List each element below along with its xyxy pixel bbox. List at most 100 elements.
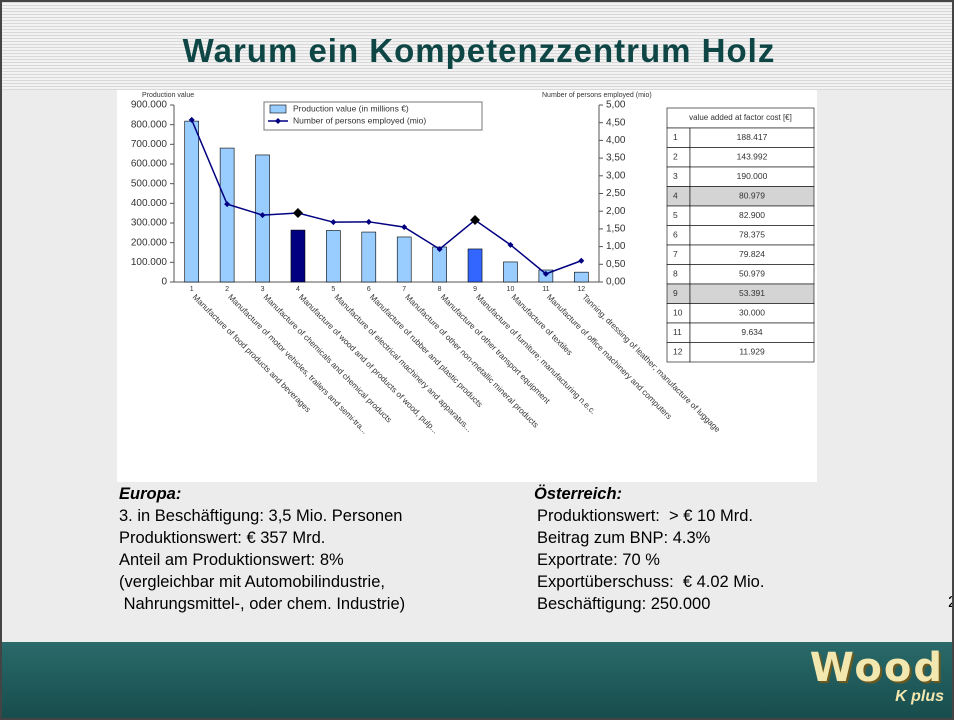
y-tick-label: 0 (161, 277, 167, 288)
text-line: Produktionswert: > € 10 Mrd. (537, 507, 753, 525)
table-cell (666, 283, 691, 304)
chart: Production value Number of persons employ… (131, 92, 815, 436)
y-axis-title: Production value (142, 92, 194, 99)
category-name: Manufacture of other non-metallic minera… (403, 293, 540, 430)
text-line: Exportüberschuss: € 4.02 Mio. (537, 573, 765, 591)
table-value: 190.000 (737, 171, 768, 181)
line-marker (259, 212, 266, 219)
y-tick-label: 900.000 (131, 100, 168, 111)
y2-tick-label: 0,50 (606, 259, 626, 270)
text-line: (vergleichbar mit Automobilindustrie, (119, 573, 385, 591)
title-bar (2, 2, 952, 90)
heading: Europa: (119, 485, 182, 503)
text-line: Exportrate: 70 % (537, 551, 660, 569)
y2-axis-title: Number of persons employed (mio) (542, 92, 652, 99)
x-tick-label: 5 (331, 286, 335, 293)
table-value: 80.979 (739, 191, 765, 201)
text-line: Beitrag zum BNP: 4.3% (537, 529, 711, 547)
table-cell (666, 244, 691, 265)
logo: Wood K plus (810, 648, 944, 706)
x-tick-label: 11 (542, 286, 549, 293)
x-tick-label: 3 (261, 286, 265, 293)
table-row-number: 11 (673, 327, 682, 337)
bar (396, 236, 412, 283)
y2-tick-label: 3,50 (606, 153, 626, 164)
table-value: 82.900 (739, 210, 765, 220)
x-tick-label: 10 (507, 286, 515, 293)
table-row-number: 8 (673, 269, 678, 279)
bar (255, 154, 270, 283)
slide-title: Warum ein Kompetenzzentrum Holz (182, 32, 776, 69)
x-tick-label: 12 (577, 286, 585, 293)
line (191, 119, 582, 275)
bar (361, 231, 377, 283)
x-tick-label: 9 (473, 286, 477, 293)
line-marker (365, 218, 372, 225)
bar (573, 271, 589, 283)
page-number: 2 (948, 594, 952, 612)
table-value: 30.000 (739, 308, 765, 318)
x-tick-label: 7 (402, 286, 406, 293)
y-tick-label: 700.000 (131, 139, 168, 150)
logo-sub: K plus (895, 688, 944, 705)
y2-tick-label: 2,50 (606, 188, 626, 199)
y-tick-label: 500.000 (131, 178, 168, 189)
y2-tick-label: 1,00 (606, 241, 626, 252)
table-row-number: 6 (673, 230, 678, 240)
line-marker (542, 270, 549, 277)
table-cell (666, 186, 691, 207)
table-row-number: 10 (673, 308, 683, 318)
table-cell (689, 342, 815, 363)
y-tick-label: 600.000 (131, 159, 168, 170)
text-line: Nahrungsmittel-, oder chem. Industrie) (119, 595, 406, 613)
y2-tick-label: 3,00 (606, 170, 626, 181)
table-value: 53.391 (739, 288, 765, 298)
bar (326, 230, 341, 283)
y-tick-label: 200.000 (131, 237, 168, 248)
text-line: Anteil am Produktionswert: 8% (119, 551, 344, 569)
bar (290, 229, 306, 283)
bar (503, 261, 518, 283)
category-name: Manufacture of textiles (510, 293, 575, 358)
table-cell (666, 147, 691, 168)
line-marker (436, 246, 443, 253)
y2-tick-label: 4,50 (606, 117, 626, 128)
text-line: 3. in Beschäftigung: 3,5 Mio. Personen (119, 507, 403, 525)
table-header: value added at factor cost [€] (689, 113, 792, 122)
footer-band (2, 642, 952, 718)
legend-label: Production value (in millions €) (293, 103, 409, 113)
oesterreich-block: Österreich: Produktionswert: > € 10 Mrd.… (534, 483, 764, 615)
y2-tick-label: 0,00 (606, 277, 626, 288)
y2-tick-label: 1,50 (606, 224, 626, 235)
y-tick-label: 100.000 (131, 257, 168, 268)
table-cell (666, 127, 691, 148)
text-line: Beschäftigung: 250.000 (537, 595, 711, 613)
table-cell (666, 166, 691, 187)
legend-box (263, 101, 483, 131)
table-value: 11.929 (739, 347, 765, 357)
heading: Österreich: (534, 485, 623, 503)
line-marker (578, 257, 585, 264)
europa-block: Europa: 3. in Beschäftigung: 3,5 Mio. Pe… (119, 483, 405, 615)
category-name: Manufacture of furniture; manufacturing … (474, 293, 598, 417)
y2-tick-label: 2,00 (606, 206, 626, 217)
table-cell (666, 264, 691, 285)
category-name: Manufacture of chemicals and chemical pr… (262, 293, 394, 425)
table-row-number: 9 (673, 288, 678, 298)
line-marker (507, 241, 514, 248)
table-value: 79.824 (739, 249, 765, 259)
table-value: 188.417 (737, 132, 768, 142)
category-name: Manufacture of office machinery and comp… (545, 293, 674, 422)
bar (184, 120, 200, 283)
table-value: 50.979 (739, 269, 765, 279)
line-marker (401, 224, 408, 231)
legend: Production value (in millions €) Number o… (263, 101, 483, 131)
table-row-number: 1 (673, 132, 678, 142)
table-row-number: 3 (673, 171, 678, 181)
line-marker (330, 219, 337, 226)
x-tick-label: 2 (225, 286, 229, 293)
x-tick-label: 1 (190, 286, 194, 293)
line-marker (188, 116, 195, 123)
line-marker (292, 207, 303, 218)
